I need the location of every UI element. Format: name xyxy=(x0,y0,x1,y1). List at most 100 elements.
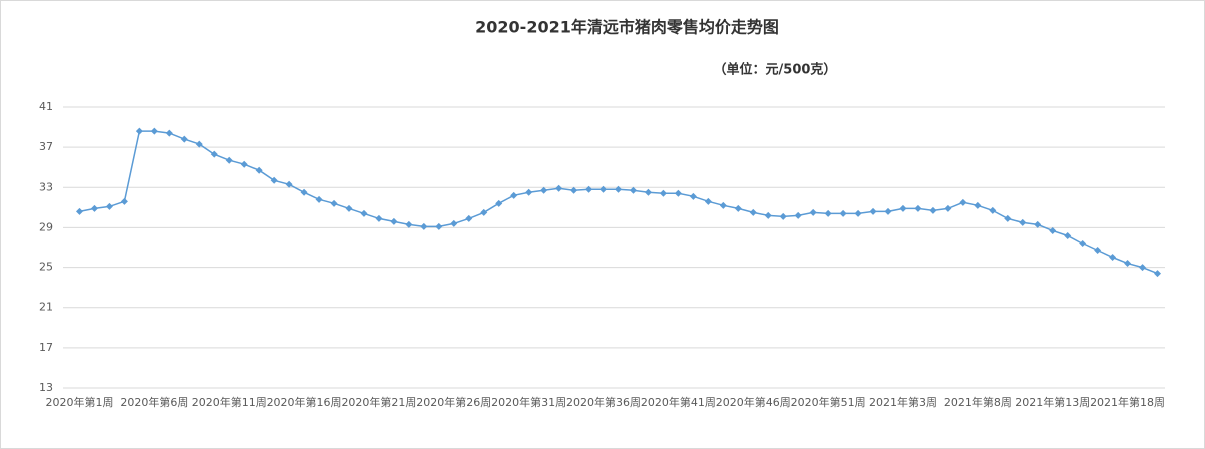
marker xyxy=(629,186,637,194)
marker xyxy=(450,219,458,227)
marker xyxy=(959,198,967,206)
y-tick-label: 13 xyxy=(39,381,53,394)
marker xyxy=(90,204,98,212)
marker xyxy=(1049,226,1057,234)
marker xyxy=(674,189,682,197)
marker xyxy=(165,129,173,137)
x-tick-label: 2020年第36周 xyxy=(566,395,641,409)
x-tick-label: 2020年第51周 xyxy=(791,395,866,409)
marker xyxy=(1154,270,1162,278)
marker xyxy=(884,207,892,215)
marker xyxy=(525,188,533,196)
x-tick-label: 2021年第18周 xyxy=(1090,395,1165,409)
x-tick-label: 2020年第6周 xyxy=(120,395,188,409)
marker xyxy=(1124,260,1132,268)
marker xyxy=(719,201,727,209)
marker xyxy=(689,192,697,200)
chart-title: 2020-2021年清远市猪肉零售均价走势图 xyxy=(475,18,779,37)
marker xyxy=(809,208,817,216)
x-tick-label: 2020年第31周 xyxy=(491,395,566,409)
marker xyxy=(824,209,832,217)
marker xyxy=(555,184,563,192)
marker xyxy=(195,140,203,148)
marker xyxy=(120,197,128,205)
marker xyxy=(1109,254,1117,262)
marker xyxy=(899,204,907,212)
marker xyxy=(240,160,248,168)
marker xyxy=(270,176,278,184)
y-tick-label: 25 xyxy=(39,261,53,274)
marker xyxy=(1064,231,1072,239)
marker xyxy=(704,197,712,205)
x-tick-label: 2020年第11周 xyxy=(192,395,267,409)
marker xyxy=(435,222,443,230)
marker xyxy=(480,208,488,216)
marker xyxy=(615,185,622,193)
marker xyxy=(150,127,158,135)
marker xyxy=(570,186,578,194)
x-tick-label: 2020年第46周 xyxy=(716,395,791,409)
marker xyxy=(510,191,518,199)
y-tick-label: 37 xyxy=(39,140,53,153)
marker xyxy=(869,207,877,215)
x-tick-label: 2020年第1周 xyxy=(45,395,113,409)
marker xyxy=(225,156,233,164)
y-tick-label: 29 xyxy=(39,220,53,233)
marker xyxy=(315,195,323,203)
marker xyxy=(495,199,503,207)
marker xyxy=(644,188,652,196)
marker xyxy=(75,207,83,215)
marker xyxy=(375,214,383,222)
marker xyxy=(1004,214,1012,222)
marker xyxy=(330,199,338,207)
y-tick-label: 33 xyxy=(39,180,53,193)
marker xyxy=(600,185,608,193)
marker xyxy=(180,135,188,143)
marker xyxy=(914,204,922,212)
marker xyxy=(854,209,862,217)
marker xyxy=(420,222,428,230)
marker xyxy=(285,180,293,188)
x-tick-label: 2020年第21周 xyxy=(341,395,416,409)
marker xyxy=(1079,239,1087,247)
x-tick-label: 2021年第3周 xyxy=(869,395,937,409)
x-tick-label: 2020年第16周 xyxy=(267,395,342,409)
marker xyxy=(540,186,548,194)
marker xyxy=(734,204,742,212)
marker xyxy=(105,202,113,210)
marker xyxy=(255,166,263,174)
marker xyxy=(360,209,368,217)
marker xyxy=(944,204,952,212)
marker xyxy=(779,212,787,220)
marker xyxy=(989,206,997,214)
marker xyxy=(1094,247,1102,255)
marker xyxy=(1139,264,1147,272)
marker xyxy=(465,214,473,222)
y-tick-label: 17 xyxy=(39,341,53,354)
marker xyxy=(974,201,982,209)
marker xyxy=(390,217,398,225)
marker xyxy=(839,209,847,217)
marker xyxy=(585,185,593,193)
marker xyxy=(1019,218,1027,226)
y-tick-label: 41 xyxy=(39,100,53,113)
x-tick-label: 2020年第41周 xyxy=(641,395,716,409)
marker xyxy=(405,220,413,228)
marker xyxy=(210,150,218,158)
marker xyxy=(659,189,667,197)
x-tick-label: 2020年第26周 xyxy=(416,395,491,409)
marker xyxy=(300,188,308,196)
marker xyxy=(929,206,937,214)
marker xyxy=(135,127,143,135)
marker xyxy=(764,211,772,219)
chart-subtitle: （单位：元/500克） xyxy=(714,62,837,78)
x-tick-label: 2021年第13周 xyxy=(1015,395,1090,409)
x-tick-label: 2021年第8周 xyxy=(944,395,1012,409)
marker xyxy=(749,208,757,216)
marker xyxy=(1034,220,1042,228)
marker xyxy=(345,204,353,212)
y-tick-label: 21 xyxy=(39,301,53,314)
